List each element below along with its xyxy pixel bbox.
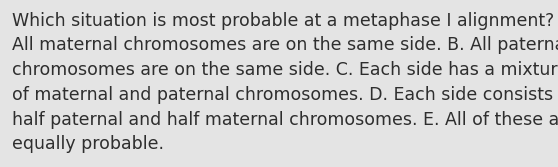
Text: All maternal chromosomes are on the same side. B. All paternal: All maternal chromosomes are on the same… [12, 36, 558, 54]
Text: half paternal and half maternal chromosomes. E. All of these are: half paternal and half maternal chromoso… [12, 111, 558, 129]
Text: equally probable.: equally probable. [12, 135, 164, 153]
Text: Which situation is most probable at a metaphase I alignment? A.: Which situation is most probable at a me… [12, 12, 558, 30]
Text: chromosomes are on the same side. C. Each side has a mixture: chromosomes are on the same side. C. Eac… [12, 61, 558, 79]
Text: of maternal and paternal chromosomes. D. Each side consists of: of maternal and paternal chromosomes. D.… [12, 86, 558, 104]
